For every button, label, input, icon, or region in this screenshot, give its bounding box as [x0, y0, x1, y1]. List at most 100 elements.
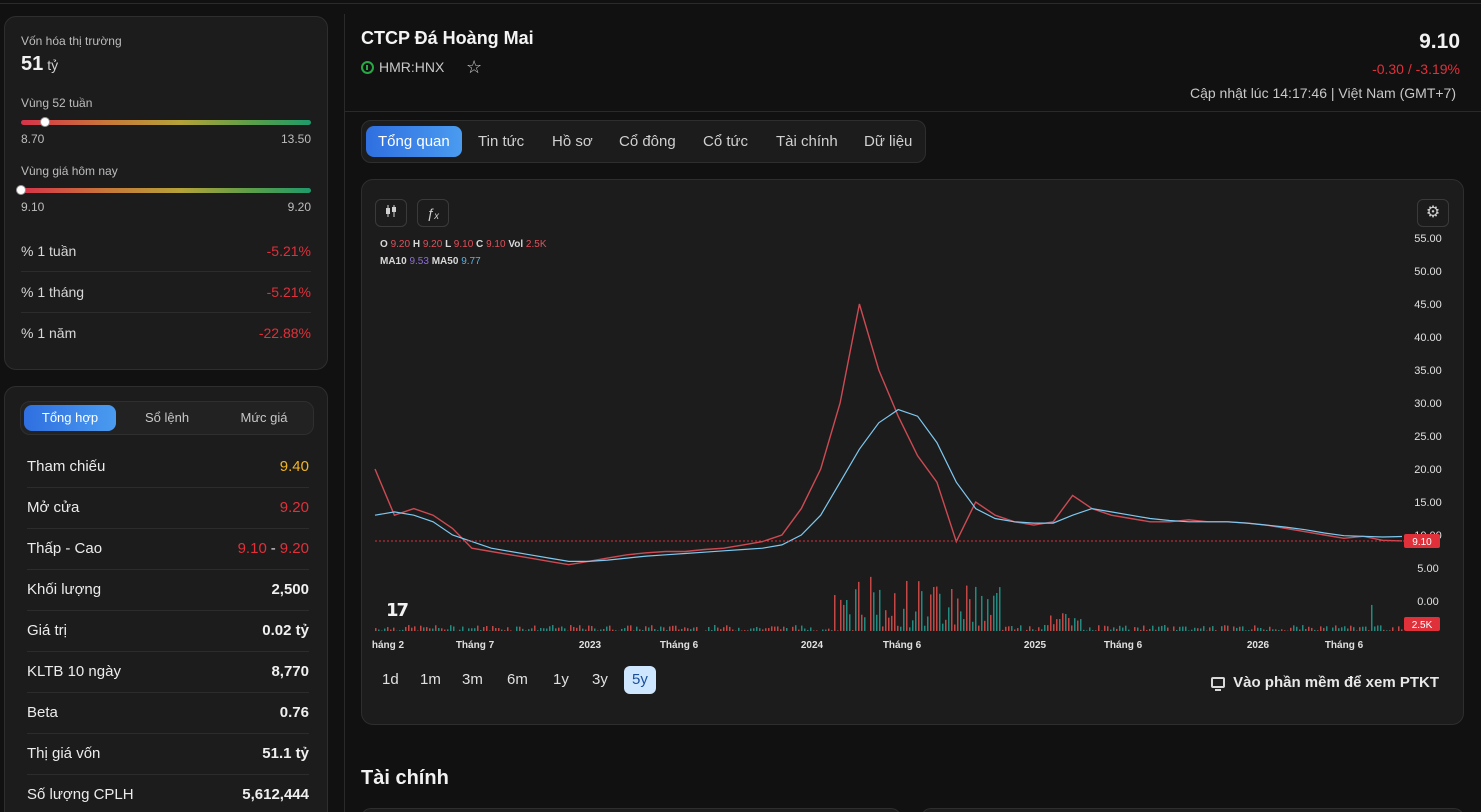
volume-bar	[384, 628, 386, 631]
volume-bar	[1110, 629, 1112, 631]
range-1m[interactable]: 1m	[420, 671, 441, 688]
volume-bar	[843, 604, 845, 631]
volume-tag-label: 2.5K	[1412, 620, 1433, 631]
volume-bar	[1017, 628, 1019, 631]
tab-price-levels[interactable]: Mức giá	[240, 410, 288, 425]
volume-bar	[1272, 629, 1274, 631]
tab-orderbook[interactable]: Sổ lệnh	[144, 410, 190, 425]
volume-bar	[1350, 625, 1352, 631]
volume-bar	[597, 630, 599, 631]
volume-bar	[636, 626, 638, 631]
volume-bar	[1299, 629, 1301, 631]
volume-bar	[1092, 630, 1094, 631]
volume-bar	[468, 628, 470, 631]
volume-bar	[885, 610, 887, 631]
tab-summary[interactable]: Tổng hợp	[24, 405, 116, 431]
volume-bar	[627, 625, 629, 631]
week52-marker	[40, 117, 51, 127]
range-3y[interactable]: 3y	[592, 671, 608, 688]
volume-bar	[420, 625, 422, 631]
indicator-fx-icon[interactable]: ƒₓ	[417, 199, 449, 227]
volume-bar	[1155, 629, 1157, 631]
volume-bar	[984, 620, 986, 631]
volume-bar	[1389, 630, 1391, 631]
volume-bar	[495, 628, 497, 631]
volume-bar	[897, 625, 899, 631]
range-1y[interactable]: 1y	[553, 671, 569, 688]
volume-bar	[921, 591, 923, 631]
x-tick-label: 2026	[1247, 640, 1270, 650]
volume-bar	[1320, 626, 1322, 631]
volume-bar	[747, 630, 749, 631]
volume-bar	[423, 627, 425, 631]
volume-bar	[519, 626, 521, 631]
volume-bar	[1383, 629, 1385, 631]
volume-bar	[1296, 626, 1298, 631]
tab-dividends[interactable]: Cổ tức	[703, 133, 749, 150]
volume-bar	[1326, 626, 1328, 631]
volume-bar	[546, 628, 548, 631]
volume-bar	[441, 628, 443, 631]
volume-bar	[1137, 627, 1139, 631]
volume-bar	[939, 593, 941, 631]
volume-bar	[909, 627, 911, 631]
volume-bar	[1065, 614, 1067, 631]
tab-news[interactable]: Tin tức	[478, 133, 525, 150]
star-icon[interactable]: ☆	[466, 57, 483, 77]
tab-shareholders[interactable]: Cổ đông	[619, 133, 676, 150]
volume-bar	[1362, 626, 1364, 631]
volume-bar	[837, 630, 839, 631]
today-low: 9.10	[21, 200, 45, 214]
tab-overview[interactable]: Tổng quan	[366, 126, 462, 157]
volume-bar	[1215, 630, 1217, 631]
volume-bar	[621, 628, 623, 631]
volume-bar	[1044, 624, 1046, 631]
volume-bar	[399, 630, 401, 631]
volume-bar	[672, 625, 674, 631]
trading-card: Tổng hợp Sổ lệnh Mức giá Tham chiếu 9.40 …	[4, 386, 328, 812]
volume-bar	[1095, 630, 1097, 631]
volume-bar	[831, 630, 833, 631]
range-5y[interactable]: 5y	[624, 666, 656, 694]
price-chart[interactable]: 55.00 50.00 45.00 40.00 35.00 30.00 25.00 20.00…	[362, 180, 1465, 650]
range-6m[interactable]: 6m	[507, 671, 528, 688]
volume-bar	[741, 630, 743, 631]
volume-bar	[498, 628, 500, 631]
row-value: Giá trị 0.02 tỷ	[27, 611, 309, 652]
volume-bar	[1251, 629, 1253, 631]
volume-bar	[1239, 626, 1241, 631]
gear-icon[interactable]: ⚙	[1417, 199, 1449, 227]
volume-bar	[585, 629, 587, 631]
volume-bar	[603, 629, 605, 631]
volume-bar	[828, 628, 830, 631]
volume-bar	[813, 630, 815, 631]
volume-bar	[1062, 613, 1064, 631]
tab-profile[interactable]: Hồ sơ	[552, 133, 593, 150]
volume-bar	[1029, 626, 1031, 631]
open-ta-software-link[interactable]: Vào phần mềm để xem PTKT	[1211, 674, 1439, 691]
change-1year-row: % 1 năm -22.88%	[21, 325, 311, 341]
row-avg-volume-10d: KLTB 10 ngày 8,770	[27, 652, 309, 693]
y-tick-label: 5.00	[1417, 563, 1438, 575]
volume-bar	[834, 595, 836, 631]
range-3m[interactable]: 3m	[462, 671, 483, 688]
volume-bar	[375, 628, 377, 631]
volume-bar	[708, 626, 710, 631]
volume-bar	[1305, 629, 1307, 631]
volume-bar	[1236, 627, 1238, 631]
y-tick-label: 30.00	[1414, 398, 1442, 410]
tab-data[interactable]: Dữ liệu	[864, 133, 913, 150]
volume-bar	[1260, 627, 1262, 631]
volume-bar	[573, 626, 575, 631]
volume-bar	[1302, 625, 1304, 631]
x-tick-label: 2024	[801, 640, 824, 650]
range-1d[interactable]: 1d	[382, 671, 399, 688]
volume-bar	[1356, 630, 1358, 631]
week52-label: Vùng 52 tuần	[21, 96, 93, 110]
volume-bar	[1338, 628, 1340, 631]
tab-financials[interactable]: Tài chính	[776, 133, 838, 150]
volume-bar	[786, 628, 788, 631]
price-change: -0.30 / -3.19%	[1372, 61, 1460, 77]
volume-bar	[1140, 629, 1142, 631]
candlestick-icon[interactable]	[375, 199, 407, 227]
